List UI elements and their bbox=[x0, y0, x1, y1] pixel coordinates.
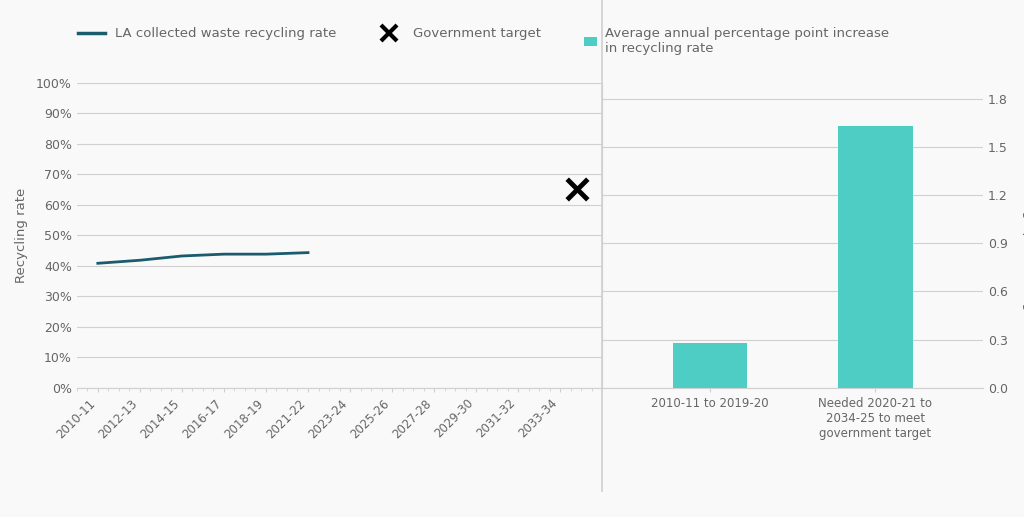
Legend: LA collected waste recycling rate, Government target: LA collected waste recycling rate, Gover… bbox=[73, 22, 546, 46]
Y-axis label: Percentage point change: Percentage point change bbox=[1022, 151, 1024, 319]
Point bbox=[569, 186, 586, 194]
Bar bbox=[839, 126, 912, 388]
Y-axis label: Recycling rate: Recycling rate bbox=[14, 188, 28, 283]
Bar bbox=[673, 343, 748, 388]
Legend: Average annual percentage point increase
in recycling rate: Average annual percentage point increase… bbox=[579, 22, 894, 61]
